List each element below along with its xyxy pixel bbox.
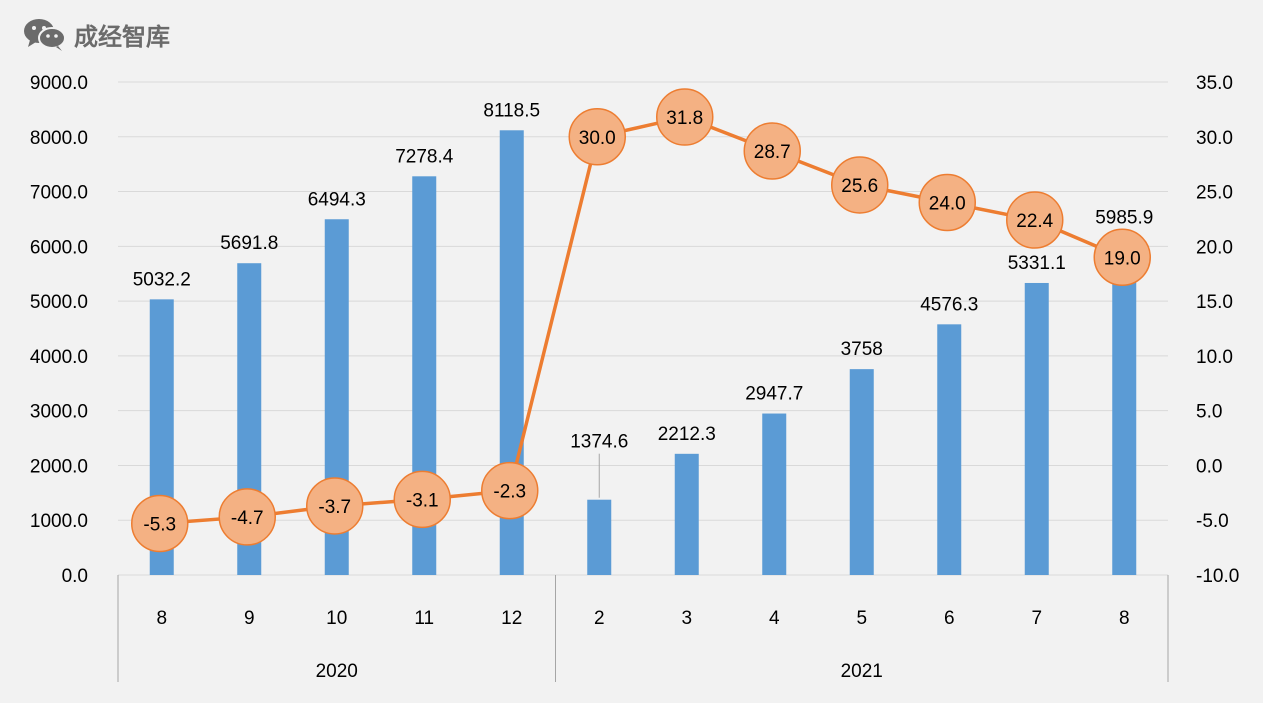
line-data-label: 28.7 [754,142,791,163]
bar [849,369,874,575]
line-marker [1093,228,1151,287]
category-tick-label: 5 [856,608,867,629]
left-axis-tick-label: 4000.0 [30,347,88,368]
bar-data-label: 5331.1 [1008,253,1066,274]
category-group-label: 2020 [316,661,358,682]
right-axis-tick-label: -5.0 [1196,511,1229,532]
bar-data-label: 5985.9 [1095,207,1153,228]
line-data-label: 31.8 [666,108,703,129]
bar-data-label: 4576.3 [920,294,978,315]
category-tick-label: 6 [944,608,955,629]
bar [762,413,787,575]
line-series-path [159,115,1123,526]
category-tick-label: 12 [501,608,522,629]
left-axis-tick-label: 8000.0 [30,128,88,149]
bar-data-label: 3758 [841,339,883,360]
right-axis-tick-label: -10.0 [1196,566,1239,587]
right-axis-tick-label: 20.0 [1196,237,1233,258]
line-series [159,115,1123,526]
bar-data-label: 6494.3 [308,189,366,210]
line-data-label: 22.4 [1016,211,1053,232]
right-axis-tick-label: 30.0 [1196,128,1233,149]
right-axis-tick-label: 10.0 [1196,347,1233,368]
left-axis-tick-label: 9000.0 [30,73,88,94]
bar-series [149,130,1137,575]
bar-data-label: 2212.3 [658,424,716,445]
bar-data-label: 8118.5 [483,100,540,121]
bar [1024,282,1049,575]
category-tick-label: 8 [1119,608,1130,629]
left-axis-tick-label: 0.0 [62,566,88,587]
line-marker [568,108,626,166]
line-marker [918,173,976,232]
brand-title: 成经智库 [74,22,170,51]
left-axis-tick-label: 3000.0 [30,402,88,423]
category-tick-label: 4 [769,608,780,629]
category-tick-label: 2 [594,608,605,629]
right-axis-tick-label: 5.0 [1196,402,1222,423]
bar [587,499,612,575]
category-tick-label: 11 [414,608,434,629]
category-tick-label: 9 [244,608,255,629]
right-axis-tick-label: 0.0 [1196,456,1222,477]
line-marker [131,494,189,553]
category-tick-label: 8 [156,608,167,629]
line-data-label: -3.1 [406,490,439,511]
line-marker [743,122,801,180]
category-group-label: 2021 [841,661,883,682]
bar [937,324,962,575]
line-marker [1006,191,1064,249]
line-marker [306,477,364,535]
line-data-label: 25.6 [841,176,878,197]
left-axis-tick-label: 5000.0 [30,292,88,313]
gridlines [118,81,1168,576]
line-data-label: -4.7 [231,508,264,529]
line-data-label: -2.3 [493,482,526,503]
left-axis-tick-label: 7000.0 [30,183,88,204]
line-data-label: 30.0 [579,128,616,149]
line-data-label: 19.0 [1104,248,1141,269]
bar-data-label: 5691.8 [220,233,278,254]
line-data-label: -5.3 [143,515,176,536]
bar [674,453,699,575]
line-data-label: -3.7 [318,497,351,518]
right-axis-tick-label: 25.0 [1196,183,1233,204]
bar-data-label: 5032.2 [133,269,191,290]
bar-data-label: 7278.4 [395,146,454,167]
left-axis-tick-label: 2000.0 [30,456,88,477]
line-markers: -5.3 -4.7 -3.7 -3.1 -2.3 30.0 31.8 28.7 25.6 24.0… [131,88,1151,553]
category-tick-label: 3 [681,608,692,629]
axes: 0.0 1000.0 2000.0 3000.0 4000.0 5000.0 6000.0 7… [30,73,1239,682]
right-axis-tick-label: 15.0 [1196,292,1233,313]
line-marker [481,461,539,520]
bar-data-label: 2947.7 [745,384,803,405]
line-marker [656,88,714,146]
line-marker [831,156,889,214]
left-axis-tick-label: 6000.0 [30,237,88,258]
right-axis-tick-label: 35.0 [1196,73,1233,94]
brand-header: 成经智库 [22,14,170,54]
line-data-label: 24.0 [929,194,966,215]
bar-data-labels: 5032.2 5691.8 6494.3 7278.4 8118.5 1374.6 2212… [133,100,1153,498]
left-axis-tick-label: 1000.0 [30,511,88,532]
category-tick-label: 7 [1031,608,1042,629]
bar [1112,247,1137,575]
wechat-icon [24,19,66,51]
line-marker [218,488,276,546]
bar-data-label: 1374.6 [570,432,628,453]
line-marker [393,470,451,529]
category-tick-label: 10 [326,608,347,629]
